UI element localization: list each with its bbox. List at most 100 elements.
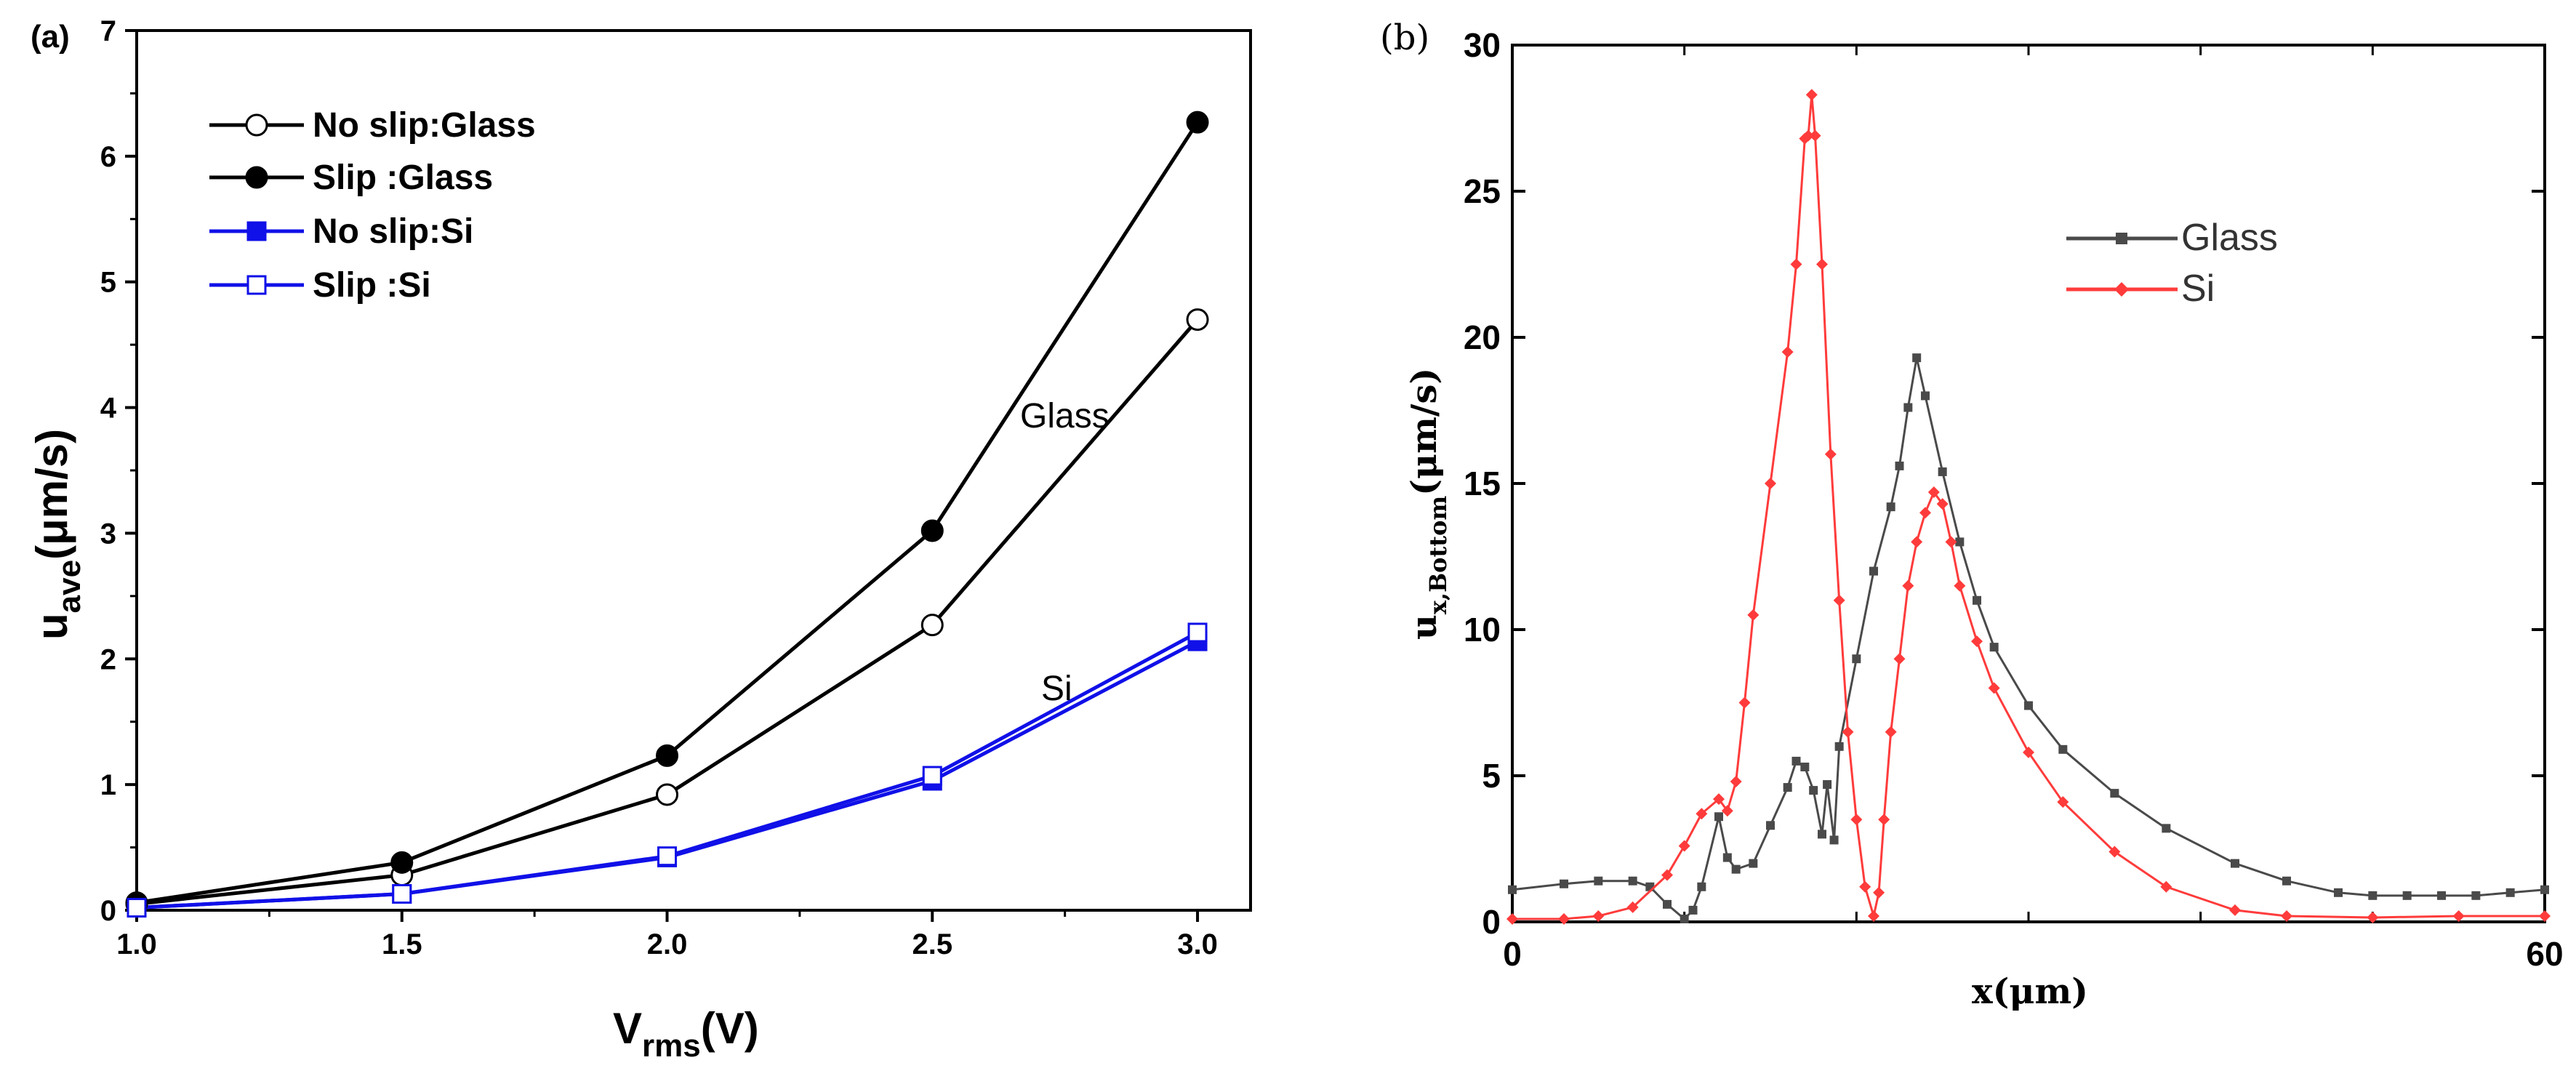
data-point-si — [1558, 912, 1570, 925]
data-point-si — [2057, 796, 2069, 808]
data-point-no-slip-glass — [1186, 308, 1209, 332]
legend-marker-filled-square — [246, 221, 267, 241]
data-point-si — [1988, 682, 2000, 694]
data-point-si — [1747, 609, 1760, 621]
data-point-si — [1945, 536, 1957, 548]
data-point-si — [1506, 912, 1518, 925]
data-point-slip-glass — [656, 744, 679, 767]
data-point-slip-si — [127, 898, 147, 918]
data-point-si — [1809, 129, 1821, 142]
panel-b: (b) 0 5 10 15 20 25 30 0 60 Glass Si x(μm) ux,Bo… — [1380, 17, 2564, 1012]
data-point-si — [2229, 904, 2241, 916]
data-point-glass — [1989, 643, 1999, 652]
data-point-si — [1927, 486, 1940, 499]
legend-label-glass: Glass — [2181, 217, 2278, 259]
y-tick-label-a: 4 — [100, 393, 117, 425]
data-point-glass — [2282, 876, 2291, 886]
y-tick-label-a: 7 — [100, 15, 116, 47]
data-point-glass — [2024, 701, 2033, 710]
x-tick-label-b: 0 — [1503, 935, 1522, 973]
y-tick-label-a: 3 — [100, 518, 116, 550]
data-point-si — [1713, 793, 1725, 806]
data-point-si — [1868, 910, 1879, 922]
data-point-glass — [1560, 879, 1568, 888]
data-point-slip-glass — [920, 519, 944, 542]
data-point-si — [1824, 448, 1837, 460]
data-point-si — [1850, 814, 1863, 826]
data-point-glass — [1508, 885, 1517, 894]
x-axis-label-b: x(μm) — [1972, 971, 2088, 1012]
legend-marker-small-square — [2116, 233, 2127, 244]
x-axis-label-a: Vrms(V) — [613, 1004, 759, 1064]
data-point-slip-si — [392, 884, 412, 904]
data-point-glass — [1766, 821, 1775, 830]
data-point-si — [1885, 726, 1897, 738]
plot-b-series-group — [1506, 89, 2551, 925]
data-point-slip-glass — [1186, 111, 1209, 134]
data-point-glass — [1722, 853, 1732, 862]
data-point-si — [1678, 840, 1690, 852]
series-line-glass — [1512, 356, 2545, 920]
data-point-glass — [2110, 789, 2119, 798]
data-point-glass — [1680, 914, 1689, 923]
data-point-glass — [1938, 467, 1947, 476]
data-point-glass — [2368, 891, 2378, 900]
data-point-si — [1859, 880, 1871, 893]
data-point-glass — [1809, 786, 1818, 795]
y-tick-label-b: 25 — [1464, 172, 1501, 210]
data-point-si — [1902, 579, 1914, 592]
panel-a: (a) 0 1 2 3 4 5 6 7 1.0 1.5 2.0 2.5 3.0 No slip:Glas… — [28, 15, 1252, 1064]
data-point-si — [1802, 129, 1815, 142]
data-point-slip-glass — [390, 851, 414, 874]
y-axis-label-b: ux,Bottom(μm/s) — [1404, 368, 1452, 640]
data-point-glass — [2162, 824, 2171, 833]
legend-marker-open-circle — [245, 113, 268, 137]
x-tick-label-a: 1.0 — [116, 928, 157, 960]
data-point-glass — [1783, 783, 1792, 792]
data-point-si — [1878, 814, 1890, 826]
x-tick-label-a: 1.5 — [382, 928, 422, 960]
data-point-glass — [1869, 566, 1878, 576]
data-point-glass — [1903, 403, 1913, 412]
y-tick-label-a: 1 — [100, 769, 116, 801]
data-point-glass — [2334, 888, 2343, 897]
plot-a-legend: No slip:Glass Slip :Glass No slip:Si Sli… — [209, 106, 536, 305]
y-tick-label-b: 15 — [1464, 465, 1501, 502]
data-point-glass — [2505, 888, 2515, 897]
data-point-glass — [1895, 461, 1904, 470]
x-tick-label-a: 2.0 — [647, 928, 688, 960]
series-line-no-slip-si — [136, 639, 1199, 910]
annotation-glass: Glass — [1020, 397, 1110, 435]
y-tick-label-a: 6 — [100, 141, 116, 173]
data-point-slip-si — [922, 766, 942, 786]
legend-marker-filled-circle — [245, 166, 268, 189]
data-point-si — [1919, 507, 1931, 519]
y-tick-label-b: 20 — [1464, 318, 1501, 356]
legend-label-slip-glass: Slip :Glass — [313, 158, 493, 197]
data-point-si — [1893, 653, 1906, 665]
data-point-si — [1790, 258, 1802, 270]
data-point-glass — [2471, 891, 2481, 900]
data-point-si — [1781, 346, 1794, 358]
legend-marker-small-diamond — [2114, 282, 2129, 297]
data-point-glass — [1594, 876, 1603, 886]
data-point-si — [2367, 911, 2379, 923]
data-point-si — [1592, 910, 1605, 922]
data-point-si — [1954, 579, 1966, 592]
data-point-glass — [1834, 742, 1844, 751]
data-point-si — [1696, 808, 1708, 820]
plot-b-frame — [1511, 44, 2546, 923]
legend-label-no-slip-si: No slip:Si — [313, 212, 473, 251]
data-point-glass — [2058, 744, 2068, 754]
data-point-glass — [1921, 391, 1930, 401]
data-point-glass — [1955, 537, 1965, 547]
data-point-si — [1805, 89, 1818, 101]
data-point-glass — [2402, 891, 2412, 900]
y-tick-label-b: 5 — [1482, 757, 1501, 795]
x-tick-label-b: 60 — [2526, 935, 2563, 973]
y-tick-label-b: 10 — [1464, 611, 1501, 649]
panel-a-label: (a) — [31, 19, 70, 55]
panel-b-label: (b) — [1380, 17, 1429, 58]
annotation-si: Si — [1041, 670, 1072, 708]
